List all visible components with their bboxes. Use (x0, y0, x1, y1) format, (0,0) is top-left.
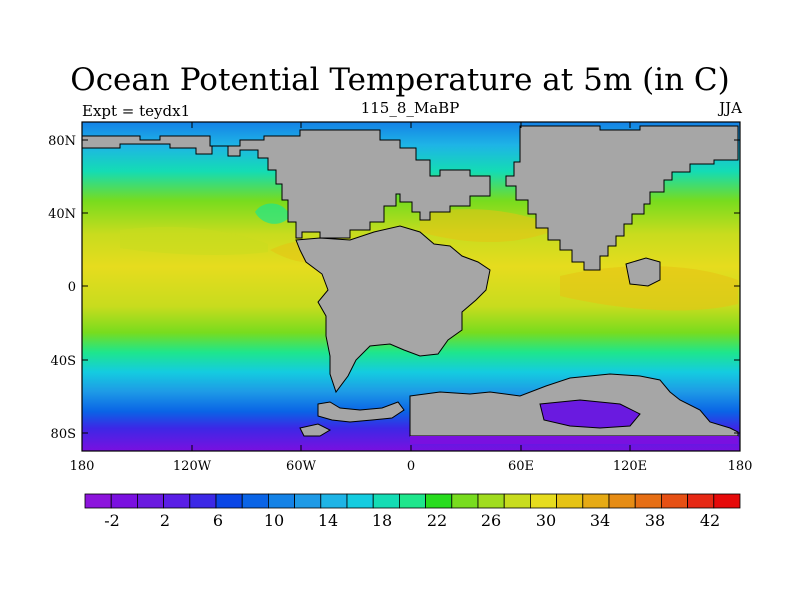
colorbar-swatch (687, 493, 715, 509)
teal-patch-north-atlantic (255, 203, 290, 224)
y-tick-label-80n: 80N (48, 134, 76, 149)
colorbar-swatch (634, 493, 662, 509)
x-tick-label-0: 0 (407, 459, 415, 474)
colorbar-swatch (189, 493, 217, 509)
landmass-gondwana (295, 225, 491, 394)
colorbar-swatch (215, 493, 243, 509)
colorbar (84, 493, 741, 509)
colorbar-label: 30 (536, 511, 556, 530)
colorbar-swatch (241, 493, 269, 509)
landmass-subantarctic-islands (299, 423, 332, 437)
plot-title: Ocean Potential Temperature at 5m (in C) (70, 62, 730, 98)
map-border (81, 121, 741, 452)
cold-antarctic-embayment (539, 399, 641, 429)
landmass-central-america-islands (317, 401, 405, 423)
colorbar-swatch (477, 493, 505, 509)
x-tick-label-120e: 120E (613, 459, 647, 474)
colorbar-label: 38 (645, 511, 665, 530)
colorbar-swatch (346, 493, 374, 509)
colorbar-swatch (608, 493, 636, 509)
colorbar-swatch (163, 493, 191, 509)
colorbar-swatch (503, 493, 531, 509)
colorbar-swatch (398, 493, 426, 509)
warm-patch-indo-pacific (560, 265, 738, 311)
x-tick-label-180w: 180 (70, 459, 95, 474)
y-axis-labels: 80N 40N 0 40S 80S (48, 134, 76, 442)
colorbar-swatch (267, 493, 295, 509)
colorbar-swatch (713, 493, 741, 509)
landmass-asia (505, 125, 739, 271)
colorbar-label: 14 (318, 511, 338, 530)
x-axis-labels: 180 120W 60W 0 60E 120E 180 (70, 459, 753, 474)
y-tick-label-0: 0 (68, 280, 76, 295)
colorbar-labels: -2 2 6 10 14 18 22 26 30 34 38 42 (104, 511, 720, 530)
land-masses (81, 125, 739, 437)
colorbar-swatch (84, 493, 112, 509)
colorbar-swatch (294, 493, 322, 509)
colorbar-swatch (451, 493, 479, 509)
experiment-label: Expt = teydx1 (82, 102, 191, 120)
colorbar-swatch (110, 493, 138, 509)
warm-patch-tethys (420, 209, 560, 243)
colorbar-label: 6 (213, 511, 223, 530)
colorbar-label: 2 (160, 511, 170, 530)
colorbar-swatch (661, 493, 689, 509)
colorbar-label: 42 (700, 511, 720, 530)
colorbar-label: 18 (372, 511, 392, 530)
green-patch-subtropical (120, 226, 268, 255)
colorbar-swatch (530, 493, 558, 509)
x-tick-label-180e: 180 (728, 459, 753, 474)
y-tick-label-80s: 80S (51, 427, 76, 442)
season-label: JJA (719, 99, 742, 117)
colorbar-swatch (425, 493, 453, 509)
colorbar-label: 26 (481, 511, 501, 530)
colorbar-swatch (556, 493, 584, 509)
colorbar-swatch (582, 493, 610, 509)
age-label: 115_8_MaBP (360, 99, 460, 117)
y-tick-label-40n: 40N (48, 207, 76, 222)
cold-antarctic-strip (410, 436, 738, 444)
colorbar-swatch (320, 493, 348, 509)
x-tick-label-120w: 120W (173, 459, 212, 474)
axis-ticks (82, 122, 740, 451)
colorbar-label: -2 (104, 511, 120, 530)
colorbar-swatch (372, 493, 400, 509)
x-tick-label-60w: 60W (286, 459, 317, 474)
colorbar-label: 22 (427, 511, 447, 530)
y-tick-label-40s: 40S (51, 354, 76, 369)
colorbar-label: 34 (590, 511, 610, 530)
landmass-australia (625, 257, 661, 287)
colorbar-label: 10 (264, 511, 284, 530)
x-tick-label-60e: 60E (508, 459, 534, 474)
landmass-laurasia-west (81, 129, 491, 239)
colorbar-swatch (136, 493, 164, 509)
map-frame (81, 121, 741, 452)
